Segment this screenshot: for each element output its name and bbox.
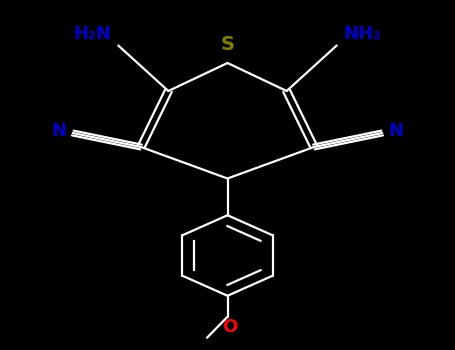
Text: H₂N: H₂N [74, 25, 111, 43]
Text: NH₂: NH₂ [344, 25, 381, 43]
Text: N: N [389, 122, 404, 140]
Text: N: N [51, 122, 66, 140]
Text: S: S [221, 35, 234, 54]
Text: O: O [222, 318, 238, 336]
